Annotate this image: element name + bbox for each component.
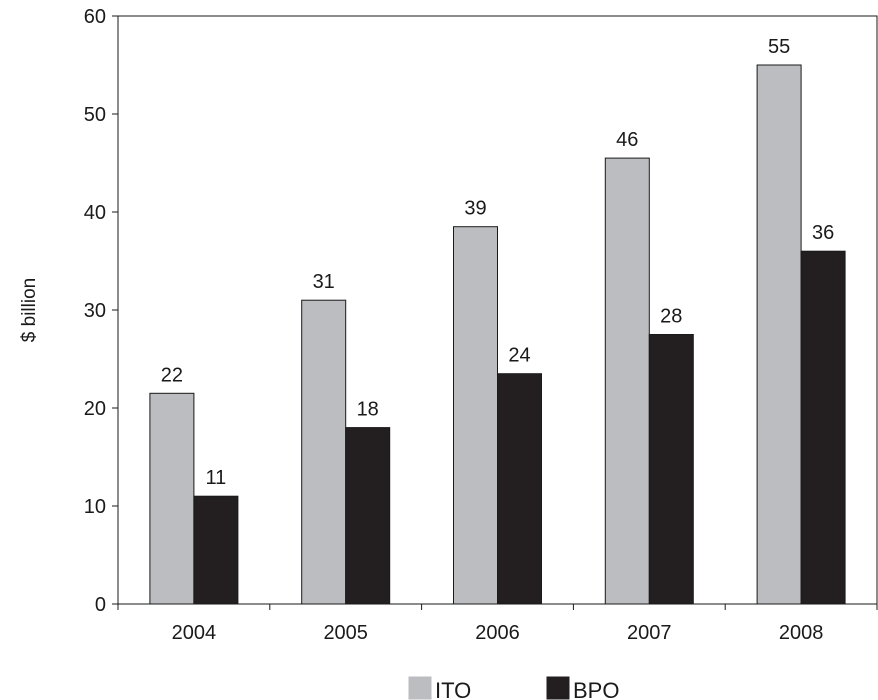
legend-swatch-ito	[408, 676, 432, 700]
bar-ito-2006	[453, 226, 498, 605]
bar-bpo-2004	[193, 495, 239, 605]
x-tick-label: 2004	[172, 622, 217, 644]
x-tick-label: 2008	[779, 622, 824, 644]
y-tick-label: 60	[84, 6, 106, 28]
bar-bpo-2007	[648, 334, 694, 605]
bar-ito-2004	[149, 392, 195, 605]
legend: ITO BPO	[408, 676, 619, 700]
legend-swatch-bpo	[546, 676, 570, 700]
data-labels: 22 31 39 46 55 11 18 24 28 36	[161, 36, 834, 489]
bar-bpo-2005	[345, 427, 391, 605]
legend-label-ito: ITO	[435, 678, 471, 700]
data-label-bpo-2004: 11	[206, 467, 227, 489]
data-label-bpo-2008: 36	[812, 222, 834, 244]
y-tick-label: 20	[84, 398, 106, 420]
y-tick-label: 40	[84, 202, 106, 224]
x-tick-label: 2005	[323, 622, 368, 644]
y-tick-label: 0	[95, 594, 106, 616]
y-axis: 0 10 20 30 40 50 60	[84, 6, 118, 616]
data-label-bpo-2007: 28	[660, 306, 682, 328]
y-tick-label: 30	[84, 300, 106, 322]
data-label-bpo-2005: 18	[357, 399, 379, 421]
x-tick-label: 2006	[475, 622, 520, 644]
bar-ito-2005	[301, 299, 347, 605]
data-label-ito-2004: 22	[161, 364, 183, 386]
data-label-ito-2006: 39	[464, 198, 486, 220]
data-label-ito-2007: 46	[616, 129, 638, 151]
bar-ito-2007	[604, 157, 650, 605]
data-label-ito-2005: 31	[313, 271, 335, 293]
bars	[149, 64, 846, 605]
x-axis: 2004 2005 2006 2007 2008	[117, 604, 878, 644]
bar-bpo-2006	[497, 373, 542, 605]
data-label-ito-2008: 55	[768, 36, 790, 58]
x-tick-label: 2007	[627, 622, 672, 644]
bar-ito-2008	[756, 64, 802, 605]
y-tick-label: 10	[84, 496, 106, 518]
legend-label-bpo: BPO	[573, 678, 619, 700]
y-axis-label: $ billion	[19, 278, 40, 342]
y-tick-label: 50	[84, 104, 106, 126]
data-label-bpo-2006: 24	[508, 345, 530, 367]
bar-bpo-2008	[800, 250, 846, 605]
